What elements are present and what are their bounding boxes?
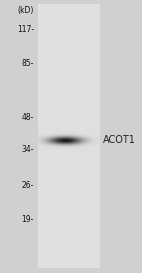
Text: (kD): (kD) [18,5,34,14]
Text: 117-: 117- [17,25,34,34]
Text: 48-: 48- [22,114,34,123]
Text: 19-: 19- [22,215,34,224]
Text: 34-: 34- [21,146,34,155]
Text: ACOT1: ACOT1 [103,135,136,145]
Text: 85-: 85- [22,58,34,67]
Bar [38,4,100,268]
Text: 26-: 26- [22,180,34,189]
